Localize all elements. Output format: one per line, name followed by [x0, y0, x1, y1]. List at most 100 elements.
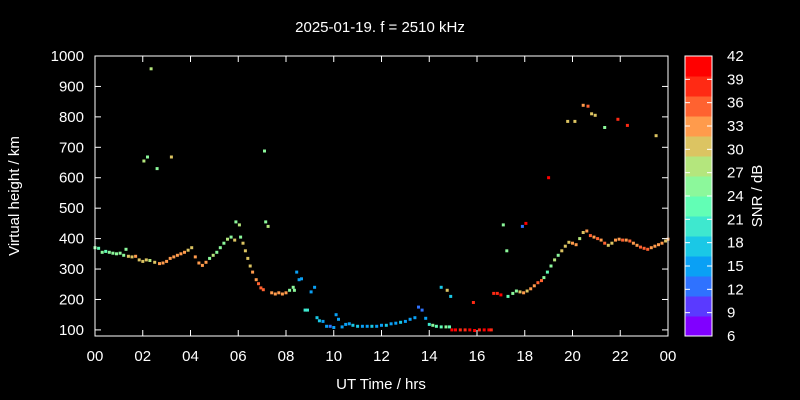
- data-point: [233, 238, 237, 242]
- data-point: [148, 259, 152, 262]
- data-point: [243, 249, 247, 253]
- data-point: [596, 237, 600, 241]
- data-point: [463, 328, 467, 332]
- colorbar-tick-label: 39: [727, 71, 744, 88]
- colorbar-tick-label: 27: [727, 165, 744, 182]
- data-point: [124, 247, 128, 251]
- data-point: [328, 324, 332, 328]
- data-point: [226, 237, 229, 241]
- data-point: [183, 250, 186, 254]
- x-tick-label: 00: [87, 348, 104, 365]
- data-point: [567, 240, 571, 244]
- data-point: [237, 223, 241, 227]
- data-point: [603, 126, 607, 129]
- data-point: [664, 239, 668, 243]
- colorbar-segment: [685, 176, 712, 197]
- data-point: [506, 294, 510, 298]
- data-point: [518, 290, 522, 294]
- x-tick-label: 00: [660, 348, 677, 365]
- data-point: [522, 291, 526, 295]
- data-point: [130, 255, 134, 259]
- data-point: [146, 155, 149, 159]
- data-point: [603, 241, 607, 245]
- data-point: [614, 238, 617, 242]
- colorbar-tick-label: 9: [727, 305, 735, 322]
- data-point: [380, 323, 383, 327]
- data-point: [200, 263, 204, 267]
- data-point: [654, 134, 658, 138]
- colorbar-tick-label: 15: [727, 258, 744, 275]
- data-point: [126, 254, 130, 258]
- data-point: [427, 322, 431, 326]
- data-point: [471, 301, 475, 304]
- data-point: [417, 305, 420, 309]
- data-point: [649, 246, 653, 250]
- data-point: [303, 308, 307, 312]
- data-point: [321, 319, 325, 323]
- data-point: [448, 325, 451, 329]
- data-point: [100, 250, 104, 254]
- data-point: [549, 264, 553, 268]
- data-point: [586, 104, 590, 108]
- colorbar-segment: [685, 56, 712, 77]
- y-tick-label: 800: [59, 109, 84, 126]
- data-point: [325, 324, 329, 328]
- data-point: [344, 322, 348, 326]
- data-point: [149, 67, 153, 71]
- data-point: [179, 252, 183, 256]
- colorbar-label: SNR / dB: [749, 165, 766, 228]
- data-point: [122, 253, 126, 257]
- data-point: [370, 324, 374, 328]
- data-point: [454, 328, 457, 332]
- data-point: [394, 321, 398, 325]
- data-point: [403, 319, 407, 323]
- colorbar-segment: [685, 196, 712, 217]
- y-axis-label: Virtual height / km: [6, 136, 23, 256]
- data-point: [115, 252, 118, 256]
- x-tick-label: 04: [182, 348, 199, 365]
- data-point: [585, 229, 589, 233]
- y-tick-label: 1000: [51, 48, 84, 65]
- data-point: [424, 316, 428, 320]
- colorbar-tick-label: 21: [727, 211, 744, 228]
- x-tick-label: 14: [421, 348, 438, 365]
- data-point: [142, 159, 146, 163]
- data-point: [547, 176, 551, 180]
- data-point: [399, 320, 403, 324]
- data-point: [306, 308, 309, 312]
- y-axis: 100 200 300 400 500 600 700 800 900 1000: [51, 48, 668, 339]
- colorbar-segment: [685, 76, 712, 97]
- data-point: [542, 276, 546, 280]
- x-axis-label: UT Time / hrs: [336, 376, 426, 393]
- colorbar-tick-label: 42: [727, 48, 744, 65]
- data-point: [563, 244, 567, 248]
- data-point: [211, 253, 215, 257]
- colorbar-tick-label: 18: [727, 235, 744, 252]
- x-tick-label: 20: [564, 348, 581, 365]
- data-point: [291, 285, 295, 289]
- y-tick-label: 100: [59, 322, 84, 339]
- data-point: [165, 259, 169, 263]
- snr-colorbar: 42 39 36 33 30 27 24 21 18 15 12 9 6: [684, 48, 744, 345]
- data-point: [492, 291, 496, 295]
- data-point: [560, 249, 564, 253]
- data-point: [520, 224, 524, 228]
- data-point: [606, 243, 610, 247]
- data-point: [657, 243, 660, 247]
- data-point: [175, 253, 179, 257]
- y-tick-label: 300: [59, 261, 84, 278]
- data-point: [360, 324, 364, 328]
- data-point: [646, 247, 650, 251]
- data-point: [300, 277, 303, 281]
- data-point: [351, 323, 355, 327]
- colorbar-tick-label: 30: [727, 141, 744, 158]
- data-point: [482, 328, 486, 332]
- y-tick-label: 700: [59, 139, 84, 156]
- data-point: [628, 239, 632, 243]
- colorbar-segment: [685, 276, 712, 297]
- data-point: [499, 293, 503, 297]
- data-point: [190, 246, 194, 250]
- data-point: [581, 103, 585, 107]
- data-point: [251, 270, 255, 274]
